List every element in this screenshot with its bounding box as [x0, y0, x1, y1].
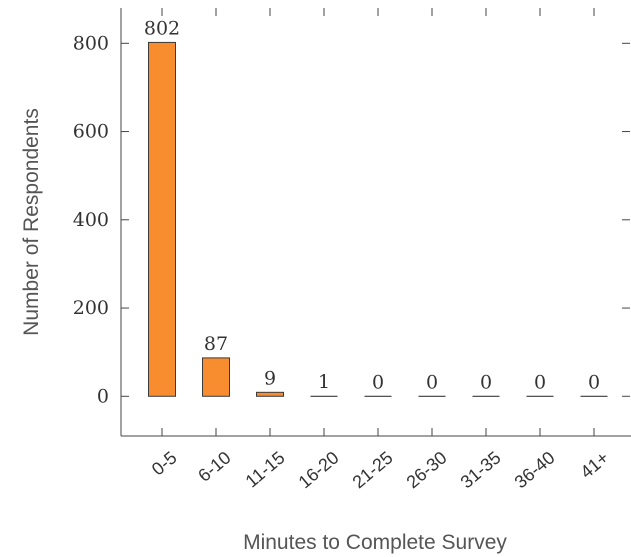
x-tick-label: 21-25 — [349, 447, 397, 492]
data-label: 802 — [144, 17, 180, 39]
bar — [256, 391, 284, 397]
y-tick-label: 0 — [97, 385, 109, 407]
data-label: 87 — [204, 333, 228, 355]
data-label: 0 — [480, 371, 492, 393]
y-axis-title: Number of Respondents — [20, 108, 43, 336]
y-tick-label: 600 — [73, 121, 109, 143]
data-label: 0 — [372, 371, 384, 393]
bar — [148, 41, 176, 397]
x-axis-title: Minutes to Complete Survey — [243, 531, 507, 554]
y-axis-ticks: 0 200 400 600 800 — [73, 32, 630, 407]
data-label: 0 — [588, 371, 600, 393]
bars — [148, 41, 608, 397]
y-tick-label: 800 — [73, 32, 109, 54]
bar — [202, 357, 230, 397]
data-label: 1 — [318, 371, 330, 393]
x-tick-label: 6-10 — [194, 447, 234, 485]
y-tick-label: 200 — [73, 297, 109, 319]
x-tick-label: 26-30 — [403, 447, 451, 492]
x-tick-label: 11-15 — [242, 447, 289, 491]
x-tick-label: 36-40 — [511, 447, 559, 492]
data-labels: 802 87 9 1 0 0 0 0 0 — [144, 17, 600, 393]
axes-frame — [120, 8, 631, 437]
x-tick-label: 31-35 — [457, 447, 505, 492]
x-tick-label: 41+ — [576, 447, 612, 482]
data-label: 9 — [264, 367, 276, 389]
x-tick-label: 0-5 — [148, 447, 181, 479]
y-tick-label: 400 — [73, 209, 109, 231]
data-label: 0 — [426, 371, 438, 393]
x-axis-ticks: 0-5 6-10 11-15 16-20 21-25 26-30 31-35 36-40 41+ — [148, 8, 613, 492]
data-label: 0 — [534, 371, 546, 393]
x-tick-label: 16-20 — [295, 447, 343, 492]
